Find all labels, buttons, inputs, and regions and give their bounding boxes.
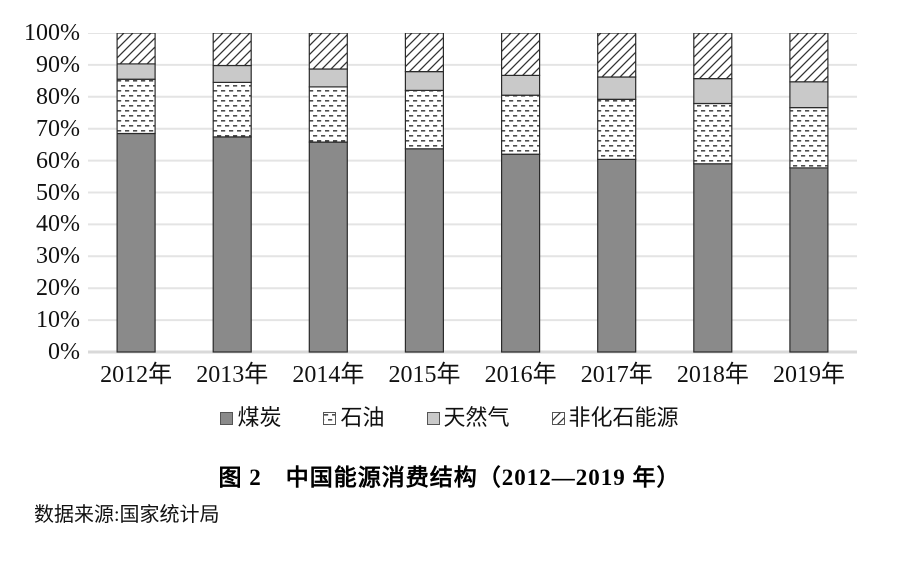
bar-segment-2014年-石油 [308,86,348,143]
x-axis-category-label: 2015年 [388,362,461,388]
bar-segment-2017年-石油 [597,98,637,161]
bar-segment-2013年-非化石能源 [212,33,252,67]
plot-area [88,33,857,354]
x-axis-category-label: 2017年 [580,362,653,388]
legend-marker-solid-light-gray [426,411,440,425]
x-axis-category-label: 2019年 [772,362,845,388]
y-axis-tick-label: 80% [36,83,80,110]
legend-label: 非化石能源 [568,405,679,430]
bar-segment-2015年-非化石能源 [404,33,444,73]
y-axis-tick-label: 100% [24,20,80,46]
bar-segment-2014年-煤炭 [308,141,348,353]
bar-segment-2018年-天然气 [693,77,733,105]
legend-label: 天然气 [443,405,510,430]
bar-segment-2018年-煤炭 [693,163,733,353]
y-axis-tick-label: 50% [36,179,80,206]
bar-segment-2016年-石油 [501,94,541,155]
y-axis-tick-label: 20% [36,275,80,302]
x-axis-category-label: 2014年 [292,362,365,388]
x-axis: 2012年 2013年 2014年 2015年 2016年 2017年 2018年 2019年 [0,362,899,392]
y-axis-tick-label: 0% [48,339,80,365]
legend-item-天然气: 天然气 [426,405,510,430]
bar-segment-2016年-非化石能源 [501,33,541,77]
y-axis-tick-label: 10% [36,307,80,334]
bar-segment-2012年-天然气 [116,63,156,80]
bars [116,33,829,353]
y-axis-tick-label: 70% [36,115,80,142]
bar-segment-2015年-天然气 [404,70,444,91]
legend-item-非化石能源: 非化石能源 [551,405,679,430]
bar-segment-2015年-煤炭 [404,148,444,353]
bar-segment-2019年-煤炭 [789,167,829,353]
bar-segment-2012年-石油 [116,78,156,135]
bar-segment-2017年-非化石能源 [597,33,637,78]
legend-marker-diagonal-hatch [551,411,565,425]
bar-segment-2013年-石油 [212,81,252,138]
bar-segment-2014年-天然气 [308,68,348,88]
legend-label: 石油 [340,405,385,430]
bar-segment-2016年-天然气 [501,74,541,96]
legend: 煤炭 石油 天然气 非化石能源 [0,406,899,430]
y-axis-tick-label: 60% [36,147,80,174]
bar-segment-2018年-非化石能源 [693,33,733,80]
bar-segment-2017年-煤炭 [597,158,637,353]
bar-segment-2019年-非化石能源 [789,33,829,83]
bar-segment-2017年-天然气 [597,76,637,100]
legend-item-煤炭: 煤炭 [220,406,281,430]
legend-item-石油: 石油 [323,405,385,430]
x-axis-category-label: 2012年 [100,362,173,388]
bar-segment-2013年-天然气 [212,64,252,83]
y-axis-tick-label: 90% [36,51,80,78]
legend-label: 煤炭 [237,405,282,430]
bar-segment-2019年-石油 [789,106,829,169]
bar-segment-2016年-煤炭 [501,153,541,353]
bar-segment-2014年-非化石能源 [308,33,348,70]
bar-segment-2015年-石油 [404,89,444,150]
bar-segment-2019年-天然气 [789,81,829,109]
gridlines [88,33,857,354]
y-axis-tick-label: 30% [36,243,80,270]
legend-marker-solid-dark-gray [220,411,234,425]
bar-segment-2018年-石油 [693,102,733,165]
bar-segment-2012年-非化石能源 [116,33,156,65]
bar-segment-2012年-煤炭 [116,132,156,353]
figure-title: 图 2 中国能源消费结构（2012—2019 年） [218,465,681,490]
x-axis-category-label: 2016年 [484,362,557,388]
y-axis-tick-label: 40% [36,211,80,238]
figure-source: 数据来源:国家统计局 [34,504,220,526]
legend-marker-dash-pattern [323,411,337,425]
bar-segment-2013年-煤炭 [212,136,252,353]
x-axis-category-label: 2018年 [676,362,749,388]
x-axis-category-label: 2013年 [196,362,269,388]
